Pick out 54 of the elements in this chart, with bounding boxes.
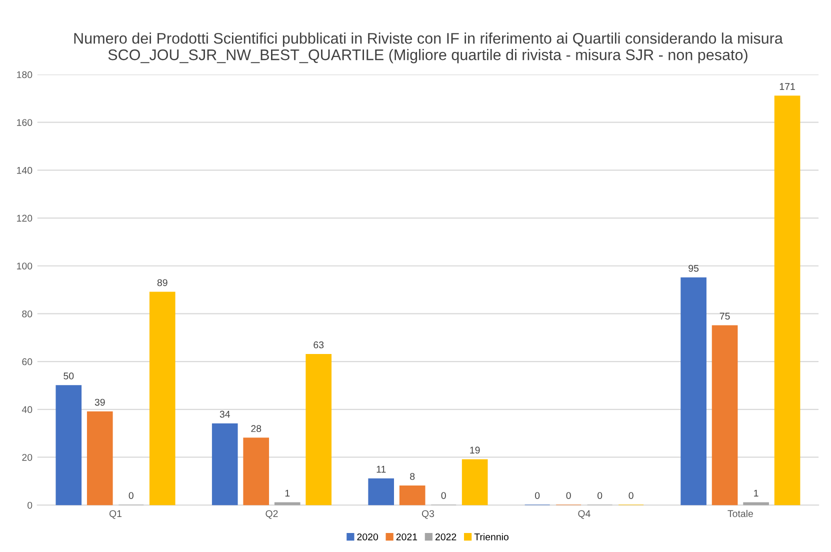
y-tick-label: 40 [22,406,32,414]
bar [399,486,426,506]
legend-label: 2020 [357,533,378,540]
data-label: 8 [410,472,415,480]
data-label: 50 [64,372,74,380]
data-label: 95 [688,264,699,272]
y-tick-label: 0 [28,502,32,509]
bar [243,438,270,506]
x-tick-label: Q3 [422,510,434,519]
x-tick-label: Totale [728,510,753,518]
x-tick-label: Q2 [266,510,278,519]
y-tick-label: 160 [17,119,32,126]
data-label: 11 [376,466,386,473]
legend-label: 2021 [396,533,418,540]
data-label: 28 [251,425,262,432]
bar [212,423,238,506]
x-tick-label: Q1 [109,510,122,519]
data-label: 63 [314,341,324,348]
data-label: 19 [470,446,480,454]
bar [368,478,394,506]
legend-label: Triennio [474,533,508,540]
bar [306,354,332,506]
y-tick-label: 100 [17,262,32,270]
bar [462,459,488,506]
bar [680,277,706,506]
bar [774,96,800,506]
bar [274,502,300,506]
bar [86,411,113,506]
data-label: 1 [285,490,290,497]
x-tick-label: Q4 [578,510,590,519]
data-label: 75 [720,312,730,320]
data-label: 0 [566,492,571,499]
data-label: 39 [94,398,105,406]
y-tick-label: 20 [22,454,32,461]
data-label: 0 [441,492,446,499]
y-tick-label: 180 [17,71,32,78]
data-label: 0 [628,492,634,499]
data-label: 171 [780,83,795,90]
bar [712,325,738,506]
legend-label: 2022 [436,533,456,540]
bar [149,292,176,506]
data-label: 0 [597,492,602,499]
data-label: 0 [535,492,540,499]
y-tick-label: 140 [17,166,32,174]
data-label: 89 [157,279,168,286]
data-label: 1 [754,490,758,497]
bar [56,385,82,506]
bar [743,502,769,506]
y-tick-label: 60 [22,358,32,366]
data-label: 34 [220,410,230,418]
chart-title: Numero dei Prodotti Scientifici pubblicati in Riviste con IF in riferimento ai Quartili considerando la misura SCO_JOU_SJR_NW_BEST_QUARTILE (Migliore quartile di rivista - misura SJR - non pesato) [74,32,783,64]
y-tick-label: 120 [17,214,32,222]
data-label: 0 [128,492,134,499]
y-tick-label: 80 [22,310,32,318]
